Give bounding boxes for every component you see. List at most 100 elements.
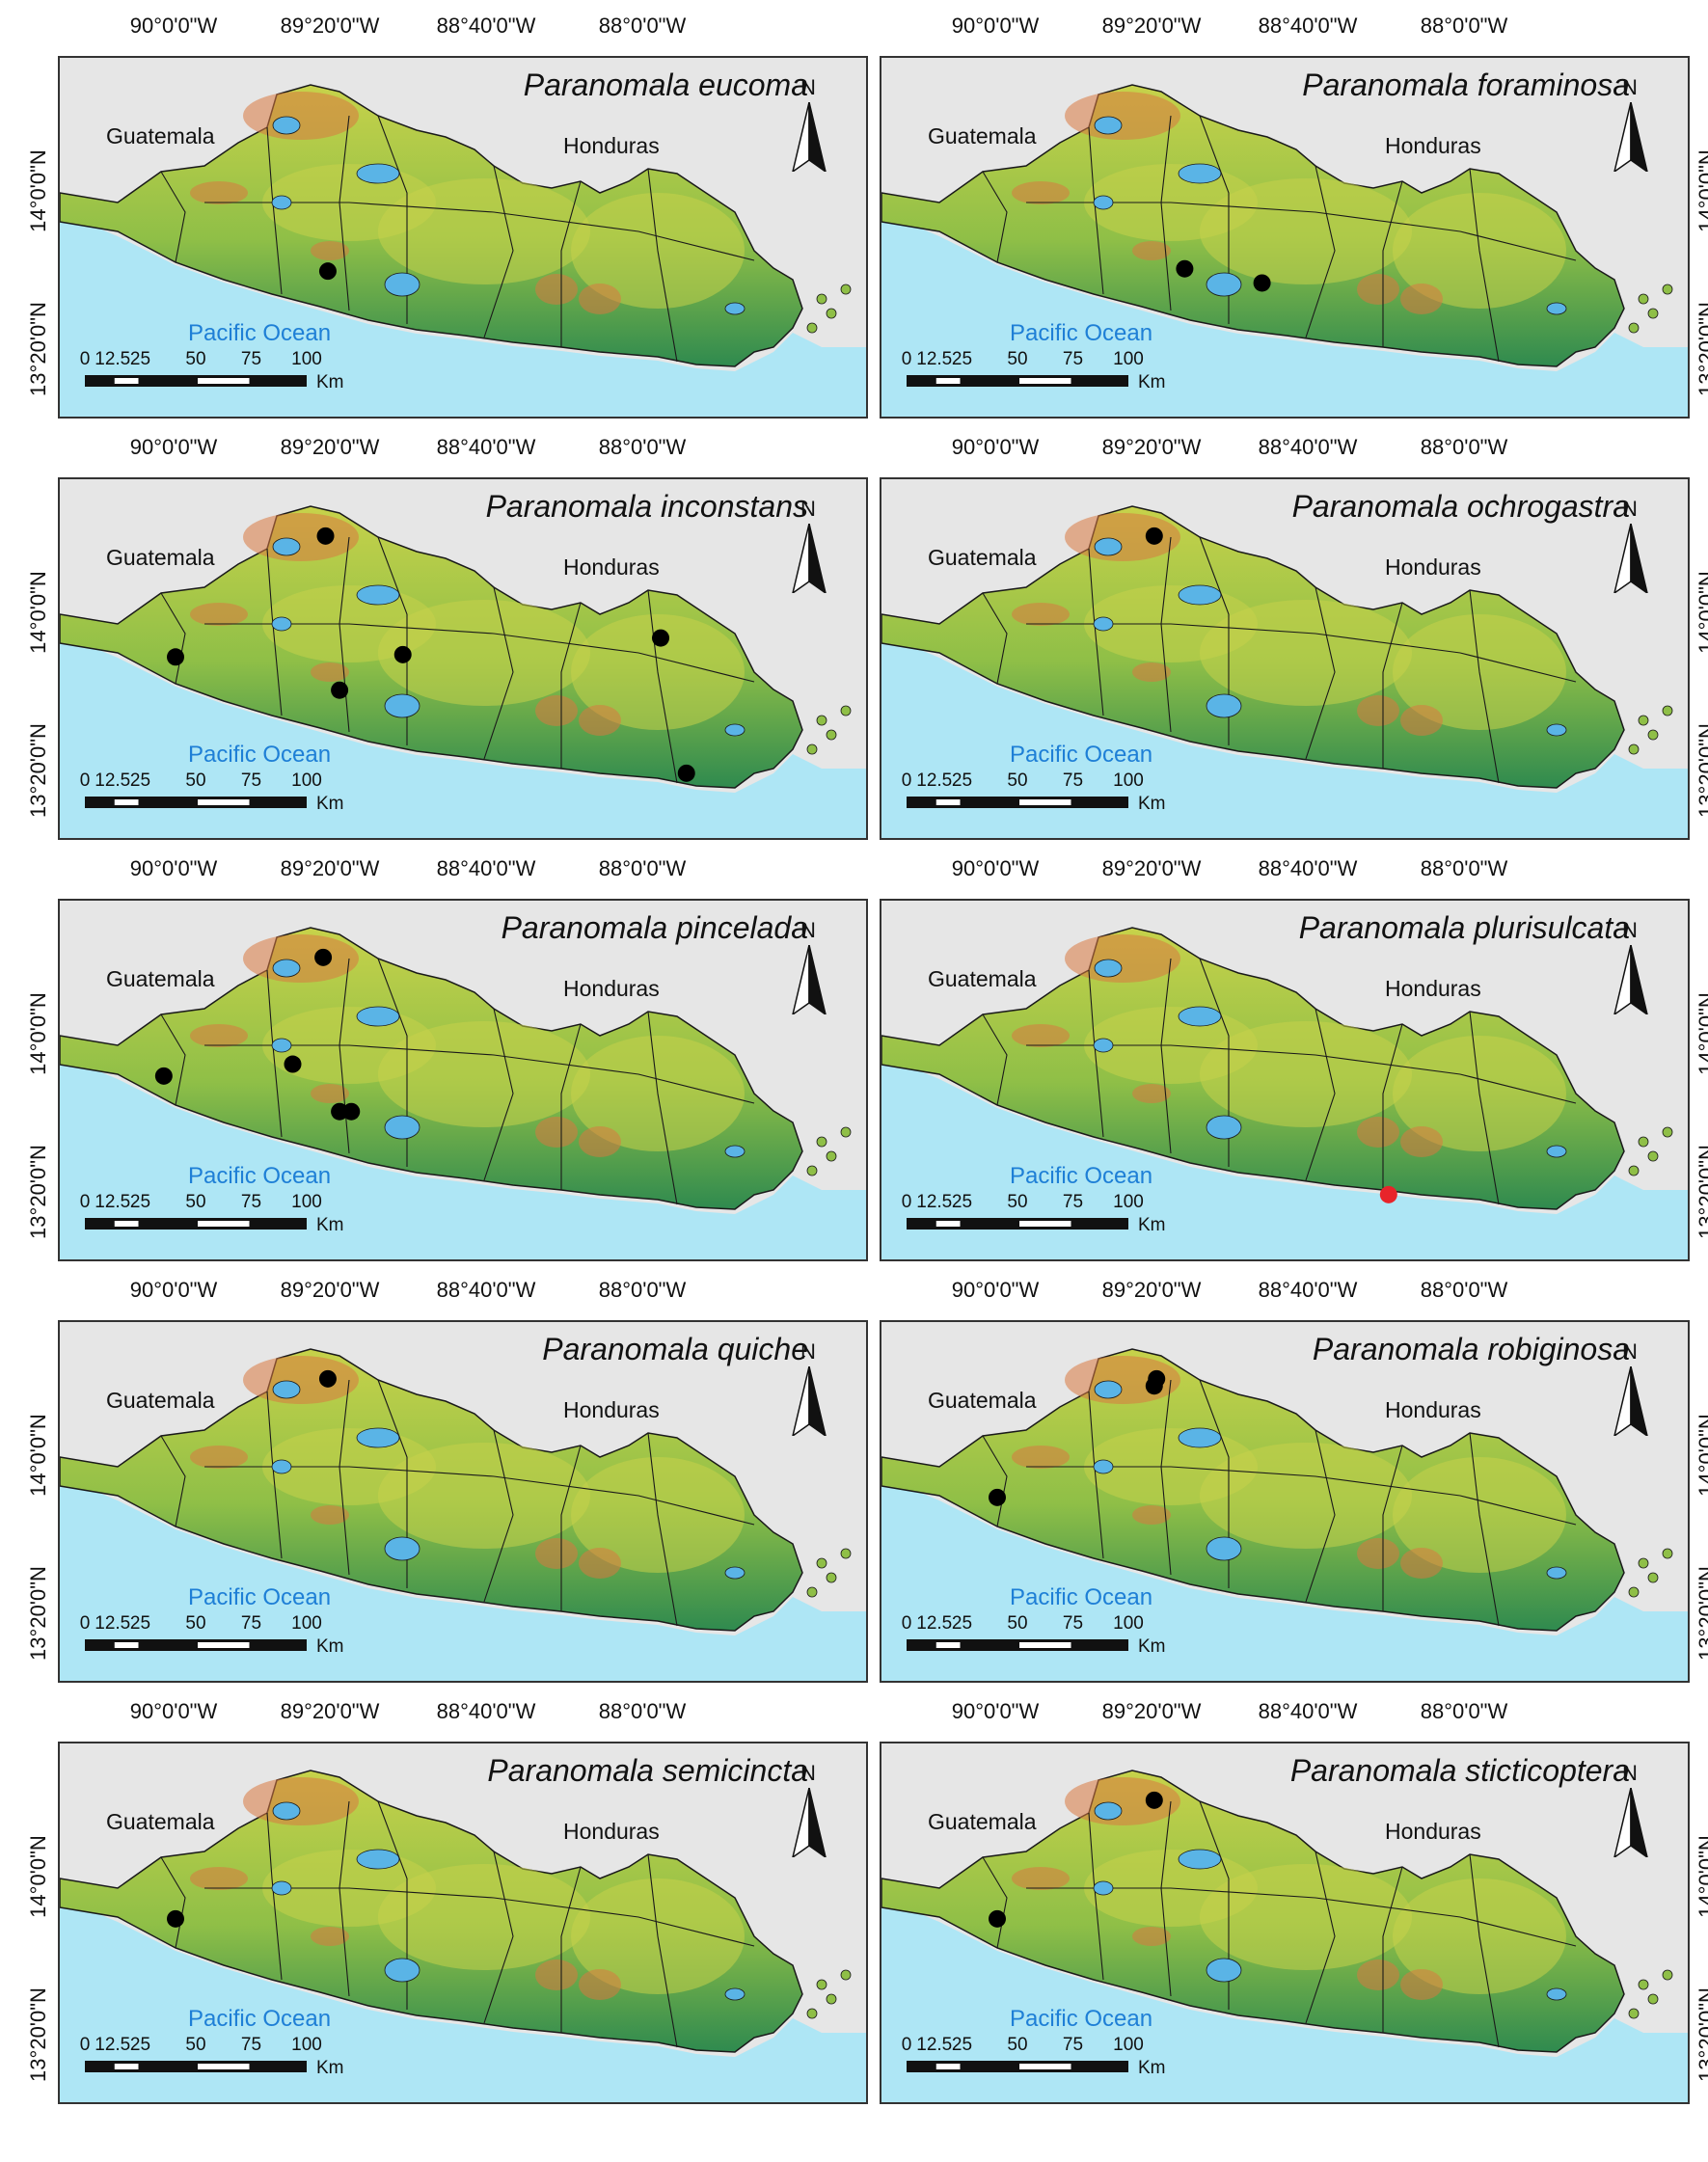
longitude-label: 89°20'0"W — [1101, 435, 1202, 459]
scale-tick-label: 75 — [1062, 770, 1084, 791]
terrain-map — [881, 1743, 1688, 2102]
department-boundary — [1382, 1023, 1403, 1190]
island — [816, 1136, 827, 1148]
island — [806, 743, 818, 755]
longitude-label: 89°20'0"W — [280, 856, 380, 880]
scale-bar: 0 12.5 25 50 75 100 Km — [80, 1611, 393, 1660]
country-label-guatemala: Guatemala — [928, 123, 1037, 149]
lake — [1093, 1459, 1114, 1474]
scale-tick-label: 12.5 — [95, 770, 131, 791]
island — [1638, 1136, 1649, 1148]
terrain-relief — [1200, 178, 1412, 284]
longitude-label: 89°20'0"W — [1101, 1278, 1202, 1302]
latitude-label: 13°20'0"N — [1694, 1145, 1708, 1239]
country-label-honduras: Honduras — [563, 554, 660, 580]
scale-tick-label: 100 — [291, 1613, 322, 1634]
longitude-label: 88°40'0"W — [1258, 1699, 1358, 1723]
lake — [272, 537, 301, 556]
scale-tick-label: 12.5 — [95, 1192, 131, 1212]
scale-bar: 0 12.5 25 50 75 100 Km — [80, 2033, 393, 2081]
specimen-record-point — [314, 948, 333, 966]
longitude-label: 88°40'0"W — [1258, 14, 1358, 38]
terrain-relief — [378, 1443, 590, 1549]
scale-tick-label: 0 — [901, 349, 912, 369]
map-frame: Paranomala robiginosa Guatemala Honduras Pa… — [880, 1320, 1690, 1683]
scale-tick-label: 25 — [951, 349, 973, 369]
ocean-label: Pacific Ocean — [1010, 320, 1153, 346]
lake — [271, 616, 292, 632]
scale-unit-label: Km — [316, 2058, 344, 2078]
ocean-label: Pacific Ocean — [1010, 1584, 1153, 1610]
latitude-label: 13°20'0"N — [1694, 723, 1708, 818]
department-boundary — [266, 548, 283, 716]
scale-tick-label: 0 — [79, 770, 91, 791]
department-boundary — [266, 1812, 283, 1981]
north-arrow-icon: N — [1609, 1761, 1653, 1857]
longitude-label: 88°40'0"W — [436, 1699, 536, 1723]
department-boundary — [1382, 602, 1403, 769]
country-label-guatemala: Guatemala — [106, 545, 215, 570]
map-frame: Paranomala pincelada Guatemala Honduras Pac… — [58, 899, 868, 1261]
longitude-label: 89°20'0"W — [1101, 1699, 1202, 1723]
department-boundary — [982, 1013, 1008, 1106]
department-boundary — [647, 589, 678, 784]
lake — [1546, 1566, 1567, 1580]
species-name: Paranomala quiche — [542, 1332, 808, 1366]
scale-tick-label: 25 — [129, 770, 151, 791]
map-panel: 90°0'0"W 89°20'0"W 88°40'0"W 88°0'0"W 14°0'0… — [841, 10, 1708, 430]
terrain-relief — [1065, 92, 1180, 140]
scale-bar: 0 12.5 25 50 75 100 Km — [902, 347, 1215, 395]
lake — [1094, 1380, 1123, 1399]
lake — [724, 302, 746, 315]
specimen-record-point — [677, 764, 695, 782]
terrain-relief — [1065, 513, 1180, 561]
country-label-guatemala: Guatemala — [928, 545, 1037, 570]
scale-tick-label: 50 — [185, 349, 206, 369]
map-frame: Paranomala foraminosa Guatemala Honduras Pa… — [880, 56, 1690, 419]
terrain-map — [60, 58, 866, 417]
department-boundary — [483, 1429, 514, 1603]
scale-tick-label: 75 — [240, 1613, 262, 1634]
department-boundary — [1305, 586, 1336, 760]
lake — [1546, 1987, 1567, 2001]
scale-tick-label: 12.5 — [916, 349, 953, 369]
scale-tick-label: 12.5 — [916, 2035, 953, 2055]
specimen-record-point — [652, 629, 670, 647]
lake — [1206, 1536, 1242, 1561]
specimen-record-point — [1176, 259, 1194, 278]
pacific-ocean — [60, 1055, 866, 1259]
island — [1662, 1548, 1673, 1559]
specimen-record-point — [167, 648, 184, 666]
lake — [1206, 272, 1242, 297]
lake — [1178, 163, 1222, 184]
terrain-relief — [1400, 1548, 1443, 1579]
latitude-label: 13°20'0"N — [26, 723, 50, 818]
terrain-relief — [311, 662, 349, 682]
north-label: N — [800, 1761, 816, 1785]
terrain-relief — [1132, 241, 1171, 260]
latitude-label: 14°0'0"N — [1694, 992, 1708, 1075]
department-boundary — [647, 1853, 678, 2048]
island — [1647, 1150, 1659, 1162]
longitude-label: 88°0'0"W — [1420, 856, 1508, 880]
country-label-honduras: Honduras — [563, 976, 660, 1001]
ocean-label: Pacific Ocean — [188, 1163, 332, 1189]
longitude-label: 89°20'0"W — [280, 1278, 380, 1302]
ocean-label: Pacific Ocean — [188, 742, 332, 768]
longitude-label: 90°0'0"W — [129, 14, 218, 38]
specimen-record-point — [154, 1067, 173, 1085]
longitude-label: 88°0'0"W — [1420, 1699, 1508, 1723]
north-label: N — [800, 1339, 816, 1364]
terrain-relief — [1012, 1024, 1070, 1047]
lake — [1178, 1006, 1222, 1027]
island — [1638, 293, 1649, 305]
latitude-label: 13°20'0"N — [26, 302, 50, 396]
department-boundary — [483, 1851, 514, 2024]
north-label: N — [1622, 75, 1638, 99]
island — [1628, 322, 1640, 334]
department-boundary — [1088, 126, 1104, 295]
lake — [1546, 723, 1567, 737]
specimen-record-point — [318, 1369, 337, 1388]
department-boundary — [204, 202, 755, 261]
island — [816, 715, 827, 726]
